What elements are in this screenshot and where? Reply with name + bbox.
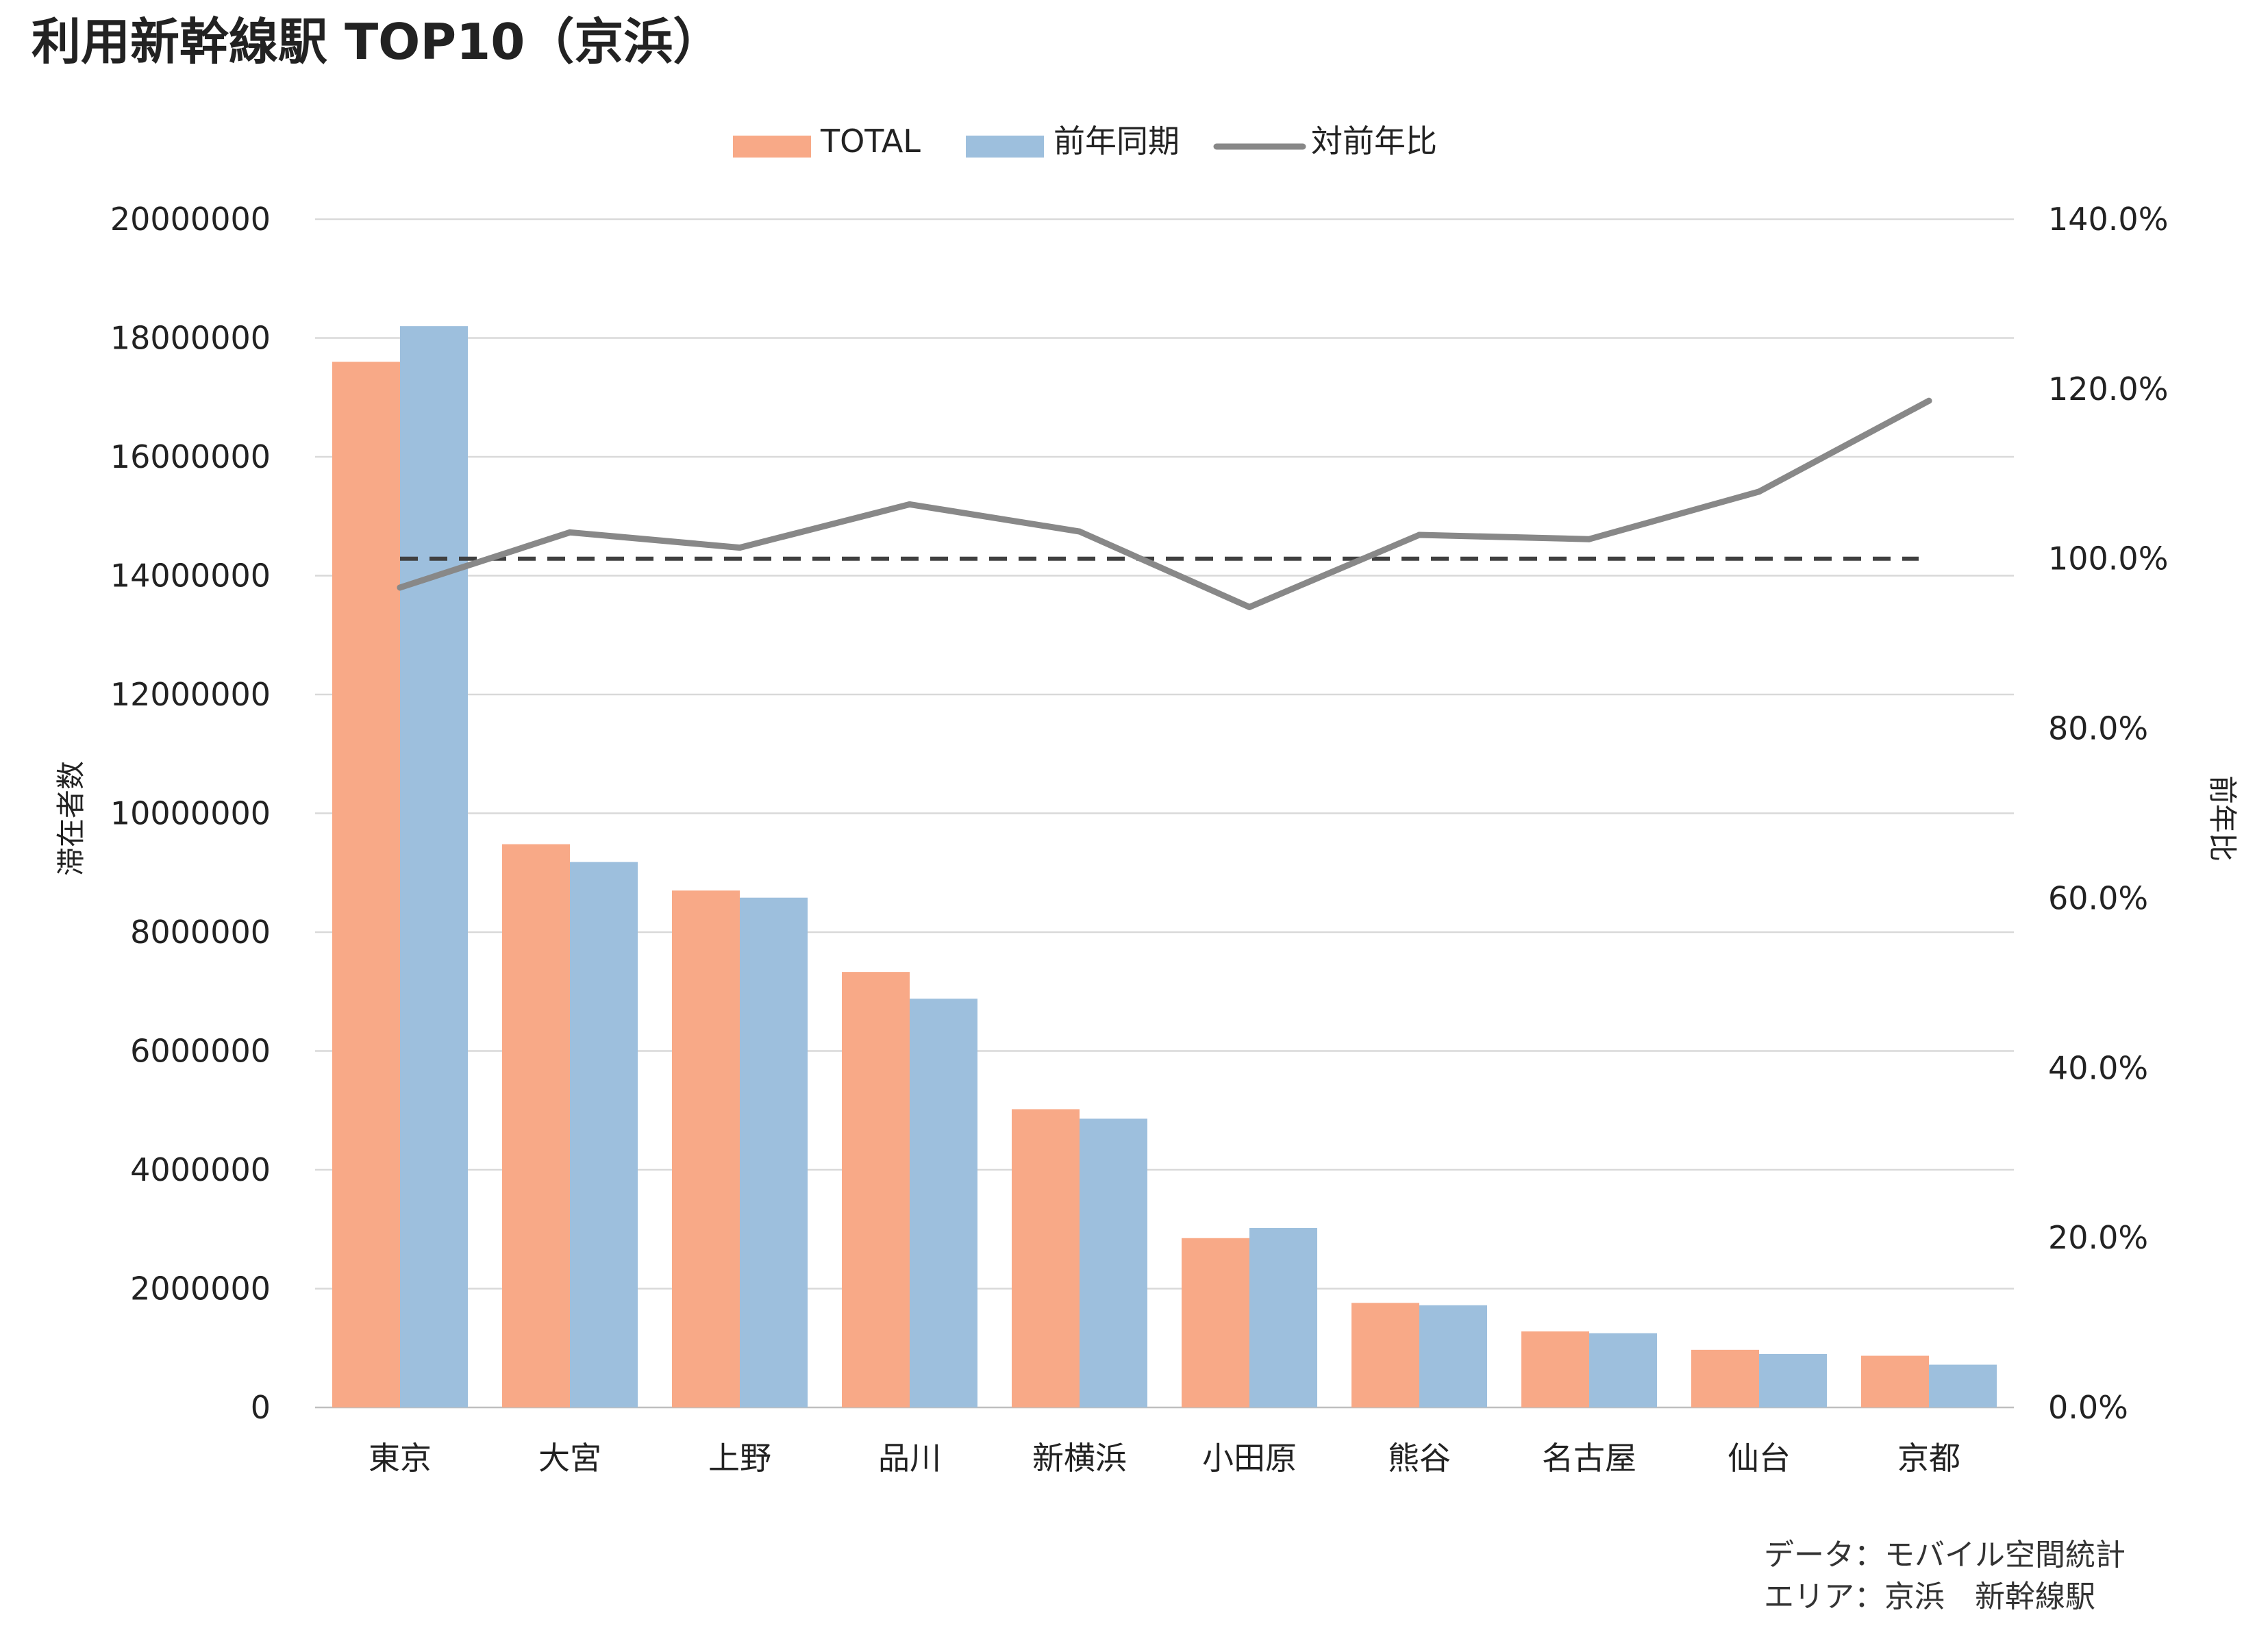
bar-prev [1759, 1353, 1827, 1407]
bar-prev [570, 862, 638, 1407]
y-right-tick-label: 20.0% [2048, 1219, 2148, 1256]
ratio-point [1756, 488, 1762, 495]
legend: TOTAL 前年同期 対前年比 [733, 123, 1437, 160]
legend-swatch-total [733, 136, 811, 158]
legend-label-total: TOTAL [820, 123, 921, 160]
bar-prev [1080, 1118, 1147, 1407]
bar-prev [1419, 1305, 1487, 1407]
ratio-point [1926, 397, 1932, 404]
y-tick-label: 10000000 [110, 795, 271, 832]
x-tick-label: 小田原 [1202, 1440, 1297, 1477]
x-tick-label: 新横浜 [1032, 1440, 1127, 1477]
ratio-point [1586, 536, 1593, 542]
bars [332, 326, 1997, 1408]
x-axis-ticks: 東京 大宮 上野 品川 新横浜 小田原 熊谷 名古屋 仙台 京都 [369, 1440, 1960, 1477]
chart-title: 利用新幹線駅 TOP10（京浜） [32, 13, 722, 71]
x-tick-label: 京都 [1897, 1440, 1960, 1477]
ratio-point [736, 544, 743, 551]
y-tick-label: 16000000 [110, 438, 271, 475]
ratio-point [1246, 603, 1253, 610]
bar-total [1182, 1238, 1249, 1407]
ratio-line [397, 397, 1932, 610]
y-tick-label: 4000000 [130, 1151, 271, 1188]
y-tick-label: 14000000 [110, 558, 271, 594]
bar-total [1351, 1303, 1419, 1407]
bar-total [672, 890, 740, 1407]
y-right-tick-label: 100.0% [2048, 540, 2168, 577]
y-right-tick-label: 0.0% [2048, 1389, 2128, 1426]
y-tick-label: 18000000 [110, 320, 271, 357]
bar-total [842, 972, 910, 1407]
bar-total [502, 844, 570, 1407]
ratio-point [1076, 528, 1083, 535]
bar-total [1521, 1331, 1589, 1407]
y-tick-label: 12000000 [110, 676, 271, 713]
bar-prev [910, 999, 977, 1407]
left-axis-ticks: 2000000018000000160000001400000012000000… [110, 201, 271, 1426]
lines [397, 397, 1932, 610]
x-tick-label: 名古屋 [1542, 1440, 1636, 1477]
bar-total [1861, 1355, 1929, 1407]
y-axis-label: 滞在者数 [54, 761, 88, 876]
ratio-point [1416, 531, 1423, 538]
bar-prev [740, 897, 808, 1407]
x-tick-label: 仙台 [1728, 1440, 1791, 1477]
x-tick-label: 熊谷 [1388, 1440, 1451, 1477]
legend-label-ratio: 対前年比 [1311, 123, 1437, 160]
bar-total [332, 362, 400, 1408]
source-line-2: エリア：京浜 新幹線駅 [1764, 1579, 2095, 1614]
y-right-tick-label: 40.0% [2048, 1049, 2148, 1086]
bar-prev [400, 326, 468, 1407]
right-axis-ticks: 140.0% 120.0% 100.0% 80.0% 60.0% 40.0% 20.0% 0.… [2048, 201, 2168, 1426]
bar-prev [1929, 1364, 1997, 1407]
y-axis-right-label: 前年比 [2206, 775, 2239, 862]
y-tick-label: 0 [251, 1389, 271, 1426]
ratio-point [397, 584, 403, 591]
legend-swatch-prev [966, 136, 1044, 158]
y-right-tick-label: 60.0% [2048, 879, 2148, 916]
y-right-tick-label: 140.0% [2048, 201, 2168, 238]
y-right-tick-label: 120.0% [2048, 371, 2168, 408]
y-tick-label: 8000000 [130, 914, 271, 951]
x-tick-label: 東京 [369, 1440, 432, 1477]
y-tick-label: 2000000 [130, 1270, 271, 1307]
ratio-point [566, 529, 573, 536]
source-line-1: データ：モバイル空間統計 [1764, 1538, 2126, 1573]
ratio-point [906, 501, 913, 508]
bar-total [1012, 1109, 1080, 1407]
y-tick-label: 6000000 [130, 1033, 271, 1070]
y-tick-label: 20000000 [110, 201, 271, 238]
bar-prev [1589, 1333, 1657, 1407]
x-tick-label: 品川 [878, 1440, 941, 1477]
x-tick-label: 大宮 [538, 1440, 601, 1477]
bar-total [1691, 1349, 1759, 1407]
x-tick-label: 上野 [708, 1440, 771, 1477]
legend-label-prev: 前年同期 [1054, 123, 1180, 160]
y-right-tick-label: 80.0% [2048, 710, 2148, 747]
bar-prev [1249, 1228, 1317, 1407]
